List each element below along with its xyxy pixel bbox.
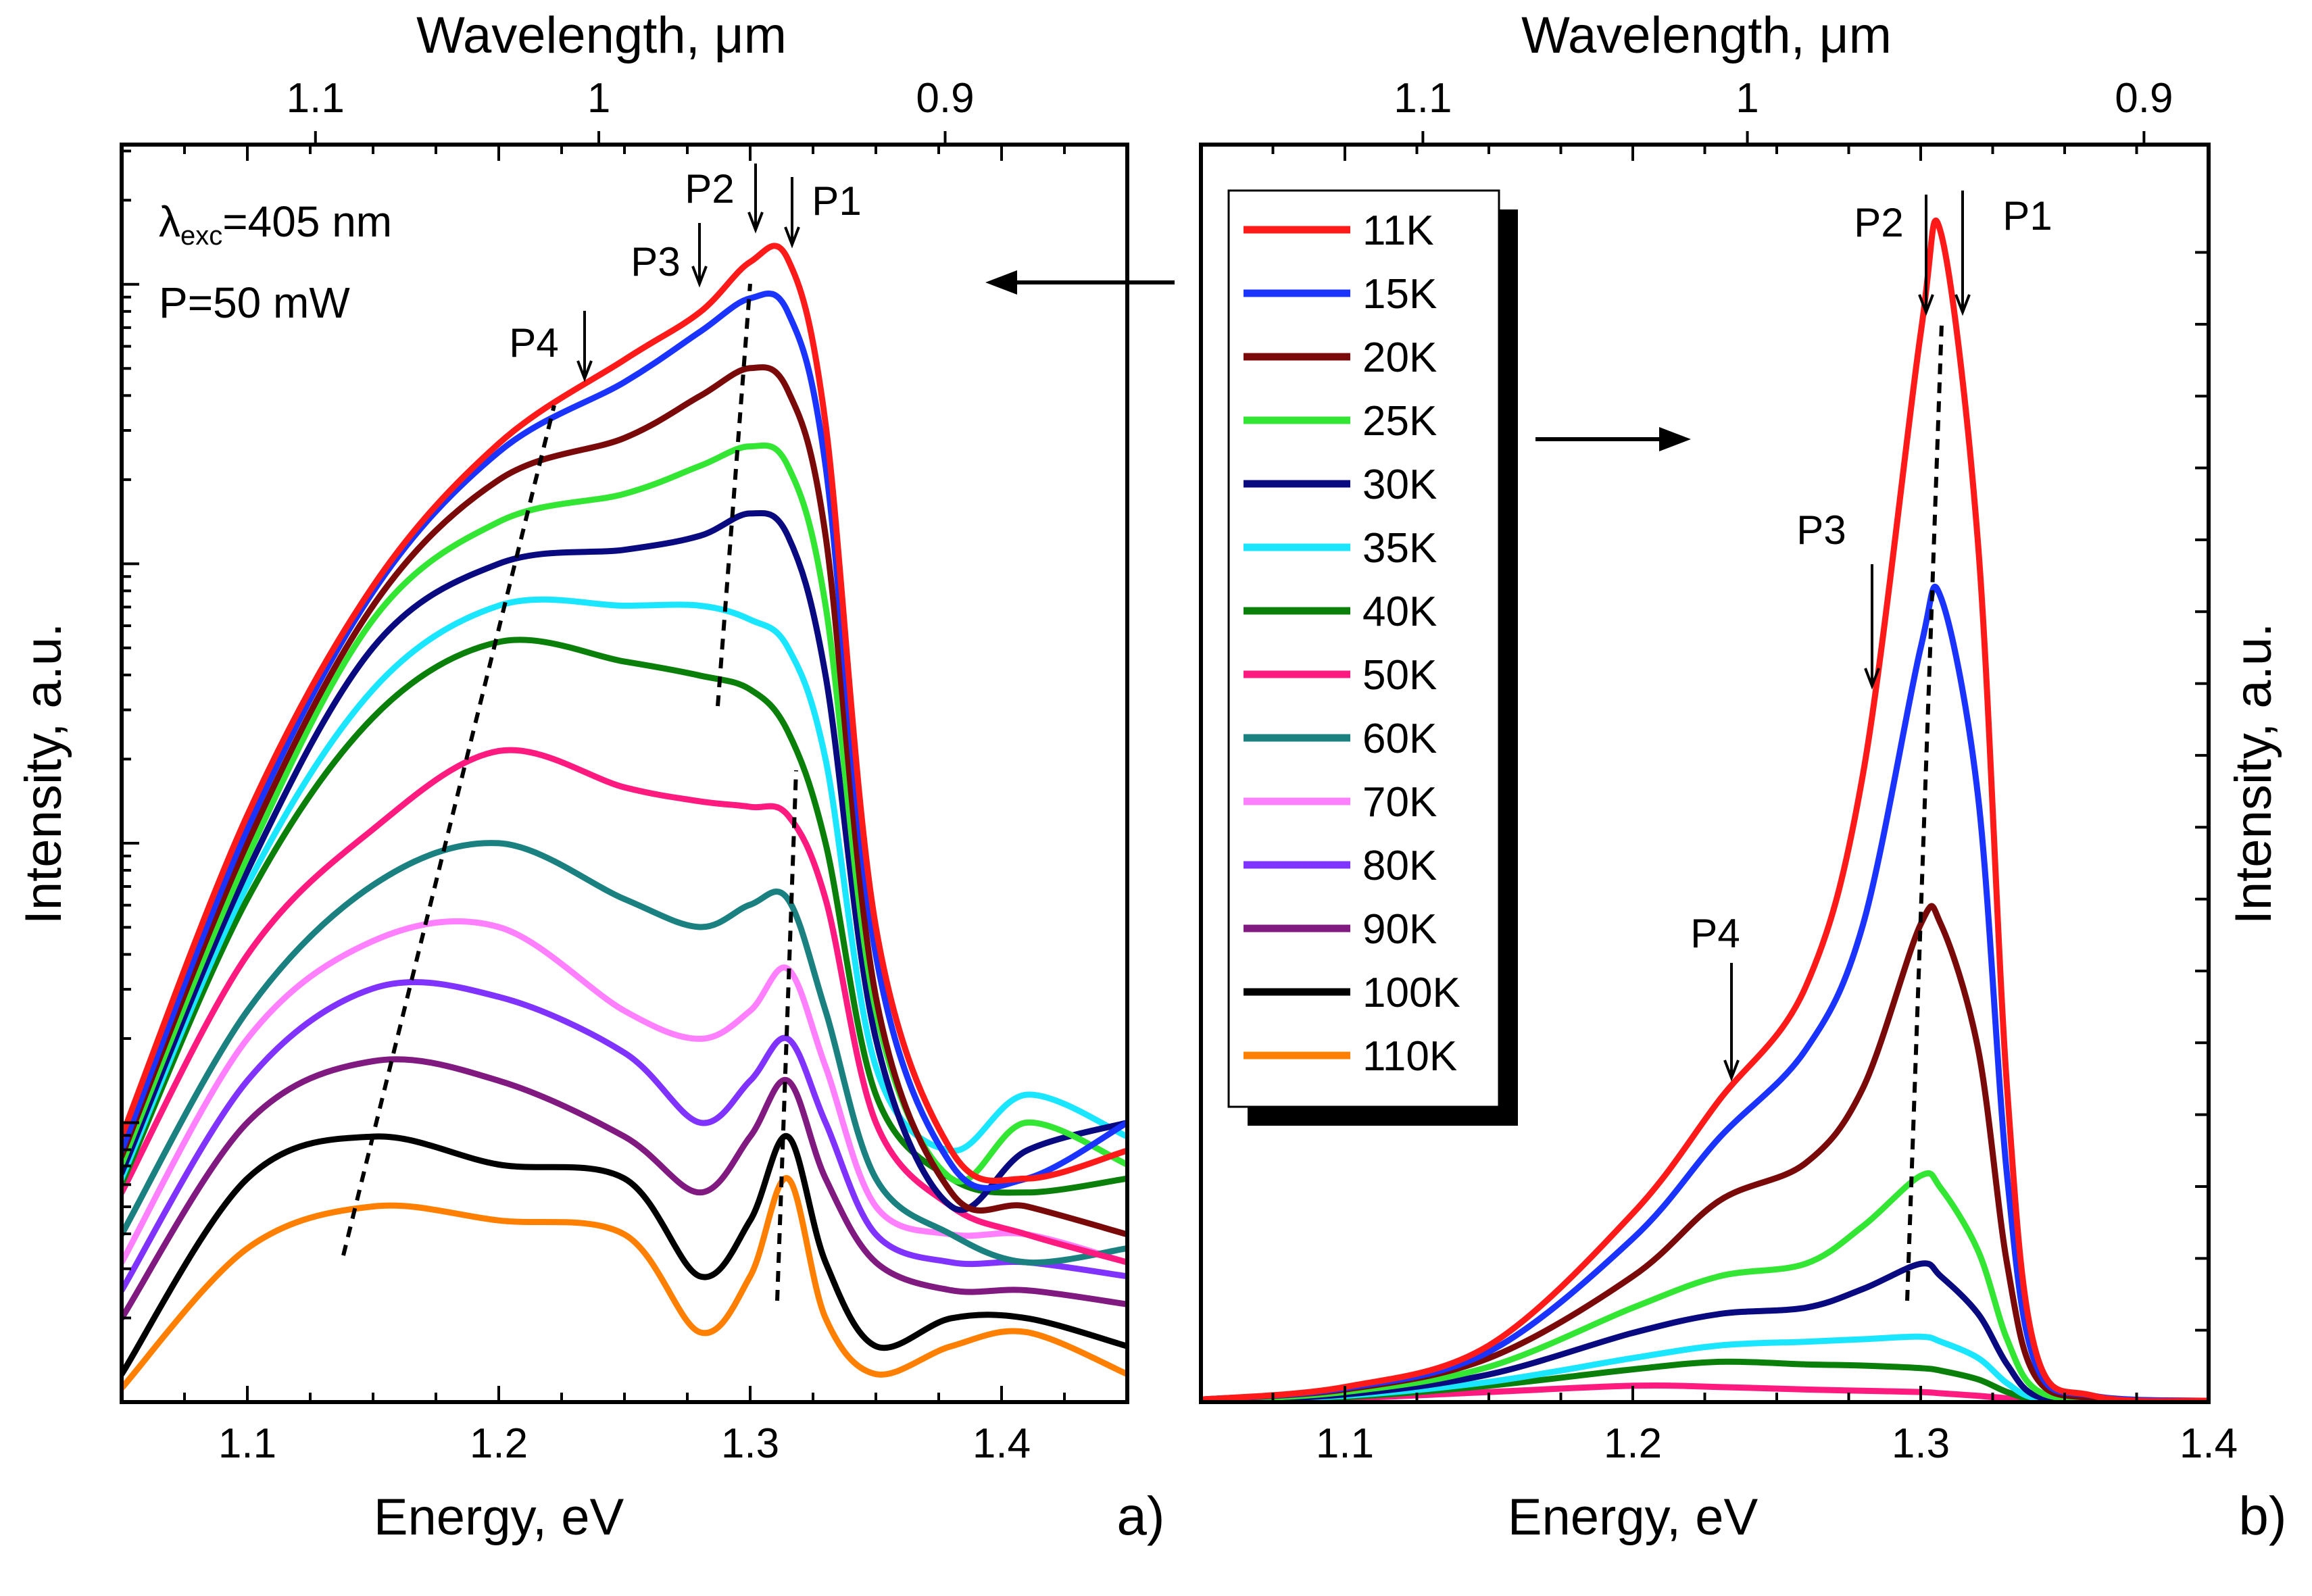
legend-label-11K: 11K xyxy=(1362,207,1434,254)
excitation-annotation: λexc=405 nm xyxy=(159,197,392,251)
peak-arrow-p3-a-head xyxy=(691,266,708,288)
legend-label-40K: 40K xyxy=(1362,589,1437,635)
series-line-70K xyxy=(122,918,1127,1266)
legend-label-50K: 50K xyxy=(1362,652,1437,699)
x-tick-label-b: 1.2 xyxy=(1604,1420,1662,1467)
peak-label-p3-b: P3 xyxy=(1796,507,1846,553)
legend-label-35K: 35K xyxy=(1362,525,1437,572)
series-line-25K xyxy=(122,442,1127,1185)
x-tick-label-b: 1.1 xyxy=(1316,1420,1374,1467)
panel-b: 1.1 1.2 1.3 1.4 Energy, eV b) 1.1 1 0.9 Wavelengt… xyxy=(1199,7,2287,1546)
series-line-80K xyxy=(122,979,1127,1294)
peak-label-p1-b: P1 xyxy=(2002,193,2052,239)
panel-label-b: b) xyxy=(2238,1486,2286,1546)
peak-label-p3-a: P3 xyxy=(631,239,680,284)
peak-label-p4-b: P4 xyxy=(1690,911,1740,956)
series-line-b-11K xyxy=(1201,217,2209,1402)
series-line-60K xyxy=(122,840,1127,1266)
legend-label-80K: 80K xyxy=(1362,843,1437,889)
top-tick-label-b: 1.1 xyxy=(1394,75,1452,122)
top-tick-label-a: 1.1 xyxy=(287,75,345,122)
series-line-15K xyxy=(122,290,1127,1191)
peak-arrow-p1-b-head xyxy=(1954,294,1971,316)
series-line-b-15K xyxy=(1201,583,2209,1402)
p4-trend-dashed-line xyxy=(341,405,556,1256)
top-tick-label-a: 0.9 xyxy=(916,75,974,122)
series-line-b-30K xyxy=(1201,1260,2209,1402)
series-line-20K xyxy=(122,364,1127,1238)
peak-trend-dashed-line-b xyxy=(1905,324,1944,1301)
series-line-40K xyxy=(122,637,1127,1196)
x-axis-label-b: Energy, eV xyxy=(1508,1489,1758,1546)
peak-label-p1-a: P1 xyxy=(812,178,861,224)
peak-arrow-p4-a-head xyxy=(576,360,593,382)
legend-label-15K: 15K xyxy=(1362,271,1437,318)
peak-label-p2-a: P2 xyxy=(685,166,734,211)
x-tick-label-a: 1.3 xyxy=(721,1420,779,1467)
y-axis-label-b: Intensity, a.u. xyxy=(2225,623,2282,924)
panel-label-a: a) xyxy=(1116,1486,1164,1546)
x-tick-label-b: 1.3 xyxy=(1892,1420,1950,1467)
top-tick-label-b: 0.9 xyxy=(2115,75,2173,122)
x-axis-label-a: Energy, eV xyxy=(374,1489,624,1546)
legend-label-20K: 20K xyxy=(1362,334,1437,381)
legend: 11K 15K 20K 25K 30K 35K 40K 50K 60K 70K 80K 90K 100K… xyxy=(1227,189,1518,1126)
legend-label-60K: 60K xyxy=(1362,716,1437,762)
x-tick-label-b: 1.4 xyxy=(2180,1420,2238,1467)
peak-label-p2-b: P2 xyxy=(1854,200,1903,245)
x-tick-label-a: 1.1 xyxy=(218,1420,276,1467)
x-tick-label-a: 1.2 xyxy=(470,1420,528,1467)
series-line-30K xyxy=(122,509,1127,1214)
peak-label-p4-a: P4 xyxy=(509,320,558,366)
peak-arrow-p2-b-head xyxy=(1918,294,1934,316)
panel-a: 1.1 1.2 1.3 1.4 Energy, eV a) 1.1 1 0.9 Wavelengt… xyxy=(15,7,1165,1546)
series-line-100K xyxy=(122,1133,1127,1378)
legend-label-90K: 90K xyxy=(1362,906,1437,953)
series-line-b-25K xyxy=(1201,1170,2209,1402)
legend-label-70K: 70K xyxy=(1362,779,1437,826)
legend-box xyxy=(1227,189,1500,1108)
power-annotation: P=50 mW xyxy=(159,278,350,327)
legend-label-100K: 100K xyxy=(1362,970,1460,1016)
left-connector-arrow-head xyxy=(985,270,1017,295)
top-axis-label-a: Wavelength, μm xyxy=(416,7,787,64)
series-group-a xyxy=(122,243,1127,1391)
series-line-b-20K xyxy=(1201,903,2209,1402)
y-axis-label-a: Intensity, a.u. xyxy=(15,623,72,924)
connector-arrows xyxy=(985,270,1691,451)
legend-label-110K: 110K xyxy=(1362,1033,1457,1080)
series-line-11K xyxy=(122,243,1127,1184)
legend-label-25K: 25K xyxy=(1362,398,1437,445)
top-tick-label-b: 1 xyxy=(1736,75,1758,122)
x-tick-label-a: 1.4 xyxy=(973,1420,1031,1467)
right-connector-arrow-head xyxy=(1659,427,1691,451)
p2-trend-dashed-line xyxy=(716,283,752,707)
top-axis-label-b: Wavelength, μm xyxy=(1521,7,1892,64)
series-line-110K xyxy=(122,1175,1127,1391)
series-line-90K xyxy=(122,1056,1127,1322)
top-tick-label-a: 1 xyxy=(587,75,610,122)
series-line-35K xyxy=(122,596,1127,1182)
peak-arrow-p2-a-head xyxy=(747,211,764,234)
peak-arrow-p3-b-head xyxy=(1864,668,1880,690)
legend-label-30K: 30K xyxy=(1362,462,1437,508)
peak-arrow-p1-a-head xyxy=(784,226,800,249)
peak-arrow-p4-b-head xyxy=(1723,1059,1740,1082)
p1-trend-dashed-line xyxy=(775,770,798,1301)
